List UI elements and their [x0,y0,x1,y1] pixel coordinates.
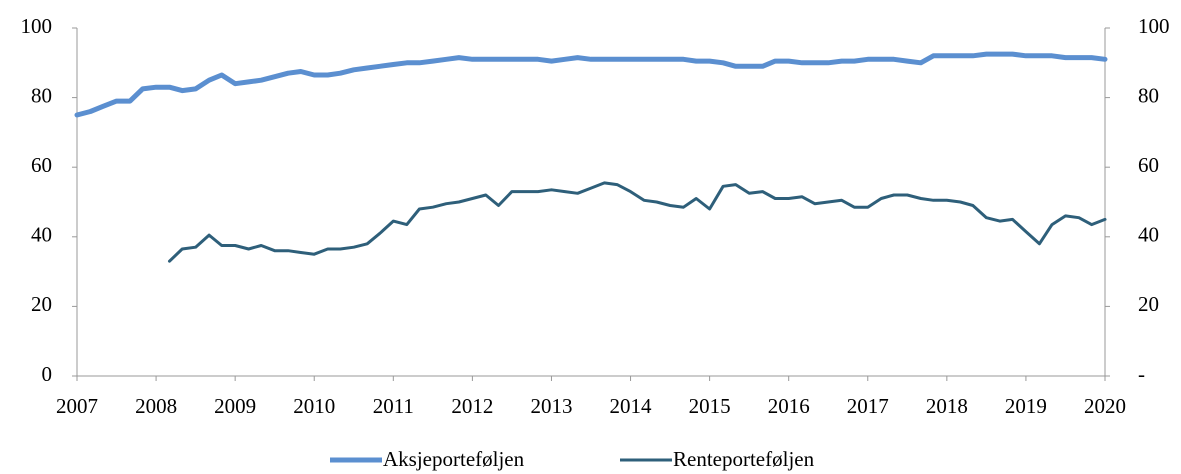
x-tick-label: 2011 [373,394,414,418]
x-tick-label: 2015 [689,394,731,418]
x-tick-label: 2007 [56,394,98,418]
x-tick-label: 2017 [847,394,889,418]
y2-tick-label: 40 [1138,223,1159,247]
x-tick-label: 2016 [768,394,810,418]
x-tick-label: 2020 [1084,394,1126,418]
x-tick-label: 2014 [610,394,653,418]
y-tick-label: 40 [31,223,52,247]
y-tick-label: 80 [31,83,52,107]
x-tick-label: 2012 [451,394,493,418]
y-tick-label: 100 [21,14,53,38]
y2-tick-label: 60 [1138,153,1159,177]
legend-label: Aksjeporteføljen [383,447,525,471]
y2-tick-label: - [1138,362,1145,386]
y2-tick-label: 20 [1138,292,1159,316]
y-tick-label: 60 [31,153,52,177]
x-tick-label: 2009 [214,394,256,418]
legend-label: Renteporteføljen [673,447,815,471]
y2-tick-label: 100 [1138,14,1170,38]
x-tick-label: 2019 [1005,394,1047,418]
series-line [74,51,1108,118]
x-tick-label: 2013 [530,394,572,418]
x-tick-label: 2018 [926,394,968,418]
series-line [168,181,1107,263]
x-tick-label: 2008 [135,394,177,418]
y2-tick-label: 80 [1138,83,1159,107]
x-tick-label: 2010 [293,394,335,418]
y-tick-label: 0 [42,362,53,386]
y-tick-label: 20 [31,292,52,316]
